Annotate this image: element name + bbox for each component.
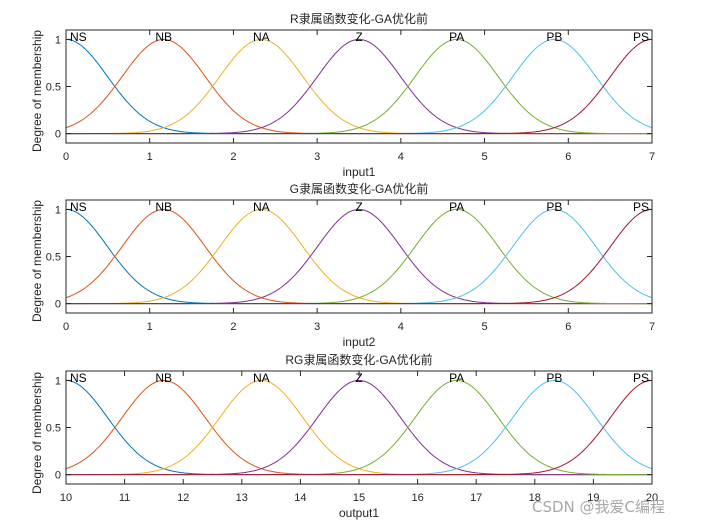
mf-label-pa: PA [449,200,464,214]
mf-label-z: Z [355,200,362,214]
plot-area: NS NB NA Z PA PB PS 0 1 2 3 4 5 6 7 0 0.5 1 [46,29,655,163]
mf-label-na: NA [253,371,270,385]
mf-label-pa: PA [449,371,464,385]
axes-box [65,370,653,485]
y-tick-label: 1 [55,34,61,46]
mf-curve-ns [65,379,652,476]
x-tick-label: 0 [63,151,69,163]
x-tick-label: 13 [236,492,248,504]
x-axis-label: input1 [342,165,376,179]
y-tick-label: 0.5 [46,252,61,264]
subplot-r-membership: R隶属函数变化-GA优化前 Degree of membership NS NB N… [0,0,706,179]
mf-curve-ps [66,208,653,305]
x-tick-label: 4 [398,321,404,333]
x-tick-label: 2 [230,151,236,163]
subplot-g-membership: G隶属函数变化-GA优化前 Degree of membership NS NB N… [30,182,655,349]
chart-title: RG隶属函数变化-GA优化前 [285,353,433,367]
x-tick-label: 19 [587,492,599,504]
y-tick-label: 0.5 [46,82,61,94]
mf-label-z: Z [355,371,362,385]
x-axis-label: input2 [342,335,376,349]
x-tick-label: 18 [529,492,541,504]
x-tick-label: 1 [147,151,153,163]
mf-curve-ps [66,38,653,135]
x-tick-label: 12 [177,492,189,504]
x-tick-label: 7 [649,321,655,333]
mf-curve-z [66,379,652,476]
y-tick-label: 1 [55,375,61,387]
mf-label-pb: PB [546,200,562,214]
x-tick-label: 11 [119,492,130,504]
chart-title: R隶属函数变化-GA优化前 [289,12,428,26]
x-tick-label: 14 [294,492,306,504]
mf-curve-pb [66,379,653,476]
mf-label-pb: PB [546,30,562,44]
mf-label-z: Z [355,30,362,44]
x-tick-label: 20 [646,492,658,504]
mf-curve-pa [66,379,652,476]
x-tick-label: 5 [482,321,488,333]
x-tick-label: 16 [411,492,423,504]
x-axis-label: output1 [338,506,380,520]
y-tick-label: 0 [55,299,61,311]
mf-curve-ps [66,379,653,476]
x-tick-label: 17 [470,492,482,504]
mf-label-nb: NB [155,371,172,385]
mf-label-nb: NB [155,30,172,44]
mf-label-ns: NS [70,371,87,385]
x-tick-label: 10 [60,492,72,504]
mf-label-ps: PS [633,30,649,44]
x-tick-label: 3 [314,151,320,163]
mf-curve-na [66,379,652,476]
x-tick-label: 6 [565,321,571,333]
x-tick-label: 6 [565,151,571,163]
mf-label-ns: NS [70,200,87,214]
x-tick-label: 3 [314,321,320,333]
mf-curve-nb [65,379,652,476]
x-tick-label: 0 [63,321,69,333]
x-tick-label: 4 [398,151,404,163]
mf-label-nb: NB [155,200,172,214]
mf-label-pb: PB [546,371,562,385]
y-tick-label: 1 [55,204,61,216]
y-tick-label: 0.5 [46,423,61,435]
mf-label-pa: PA [449,30,464,44]
mf-label-ps: PS [633,200,649,214]
mf-label-ns: NS [70,30,87,44]
x-tick-label: 1 [147,321,153,333]
mf-label-na: NA [253,30,270,44]
watermark: CSDN @我爱C编程 [532,498,666,516]
mf-label-na: NA [253,200,270,214]
x-tick-label: 2 [230,321,236,333]
plot-area: NS NB NA Z PA PB PS 0 1 2 3 4 5 6 7 0 0.5 1 [46,199,655,333]
x-tick-label: 5 [482,151,488,163]
y-tick-label: 0 [55,129,61,141]
y-tick-label: 0 [55,470,61,482]
x-tick-label: 15 [353,492,365,504]
x-tick-label: 7 [649,151,655,163]
mf-label-ps: PS [633,371,649,385]
chart-title: G隶属函数变化-GA优化前 [289,182,429,196]
